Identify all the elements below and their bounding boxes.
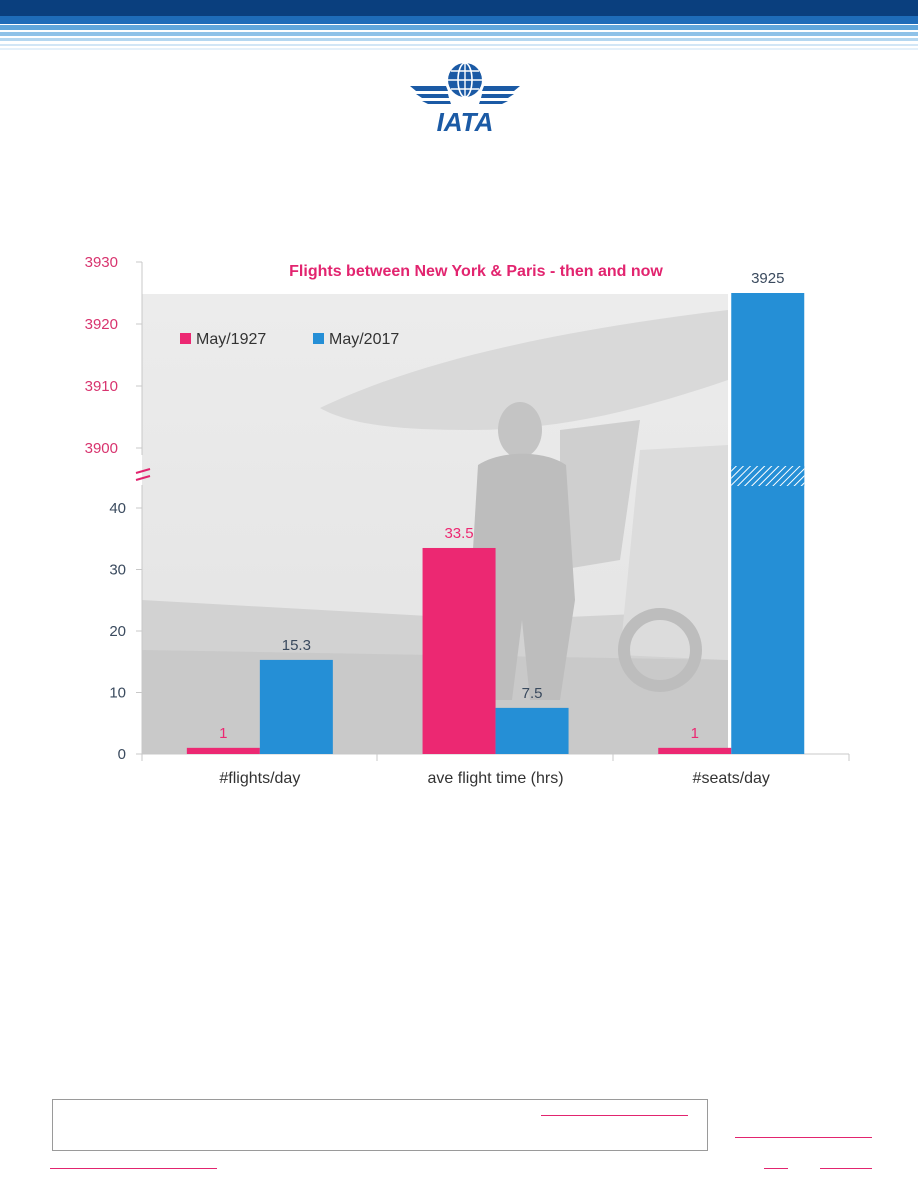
footer-link-2[interactable] [735,1137,872,1138]
y-lower-tick-labels: 0 10 20 30 40 [109,500,142,763]
iata-wordmark: IATA [437,107,494,134]
legend: May/1927 May/2017 [180,331,399,348]
bar [731,293,805,754]
bar-value-label: 1 [219,725,227,742]
y-tick-label: 3910 [85,378,118,395]
legend-swatch-2017 [313,333,324,344]
footer-link-4[interactable] [764,1168,788,1169]
footer-box [52,1099,708,1151]
bar-value-label: 33.5 [444,525,473,542]
bar [186,747,260,754]
bars [186,293,805,754]
bar [658,747,732,754]
bar [495,707,569,754]
chart-container: 3900 3910 3920 3930 0 10 20 30 40 1 15.3 33.5 7.5 1… [0,240,918,800]
footer-link-3[interactable] [50,1168,217,1169]
globe-icon [448,62,482,98]
y-tick-label: 40 [109,500,126,517]
y-tick-label: 3900 [85,440,118,457]
legend-label-2017: May/2017 [329,331,399,348]
bar-value-label: 7.5 [522,685,543,702]
bar [259,659,333,754]
bar-break-hatch [731,466,805,486]
axis-break-icon [135,468,151,481]
x-tick-label: #seats/day [693,770,770,787]
iata-logo: IATA [410,62,520,134]
y-tick-label: 3920 [85,316,118,333]
x-tick-labels: #flights/day ave flight time (hrs) #seats/… [219,770,770,787]
header-bands [0,0,918,50]
y-tick-label: 3930 [85,254,118,271]
y-tick-label: 20 [109,623,126,640]
y-tick-label: 30 [109,562,126,579]
y-tick-label: 10 [109,685,126,702]
y-tick-label: 0 [118,746,126,763]
footer-link-1[interactable] [541,1115,688,1116]
bar-value-labels: 1 15.3 33.5 7.5 1 3925 [219,270,784,742]
bar-value-label: 1 [691,725,699,742]
y-upper-tick-labels: 3900 3910 3920 3930 [85,254,142,457]
chart-title: Flights between New York & Paris - then … [289,263,663,280]
wings-icon [410,86,520,104]
bar-value-label: 3925 [751,270,784,287]
x-tick-label: #flights/day [219,770,300,787]
legend-swatch-1927 [180,333,191,344]
footer-link-5[interactable] [820,1168,872,1169]
x-tick-label: ave flight time (hrs) [428,770,564,787]
bar [422,547,496,754]
legend-label-1927: May/1927 [196,331,266,348]
bar-value-label: 15.3 [282,637,311,654]
x-axis [141,753,850,761]
